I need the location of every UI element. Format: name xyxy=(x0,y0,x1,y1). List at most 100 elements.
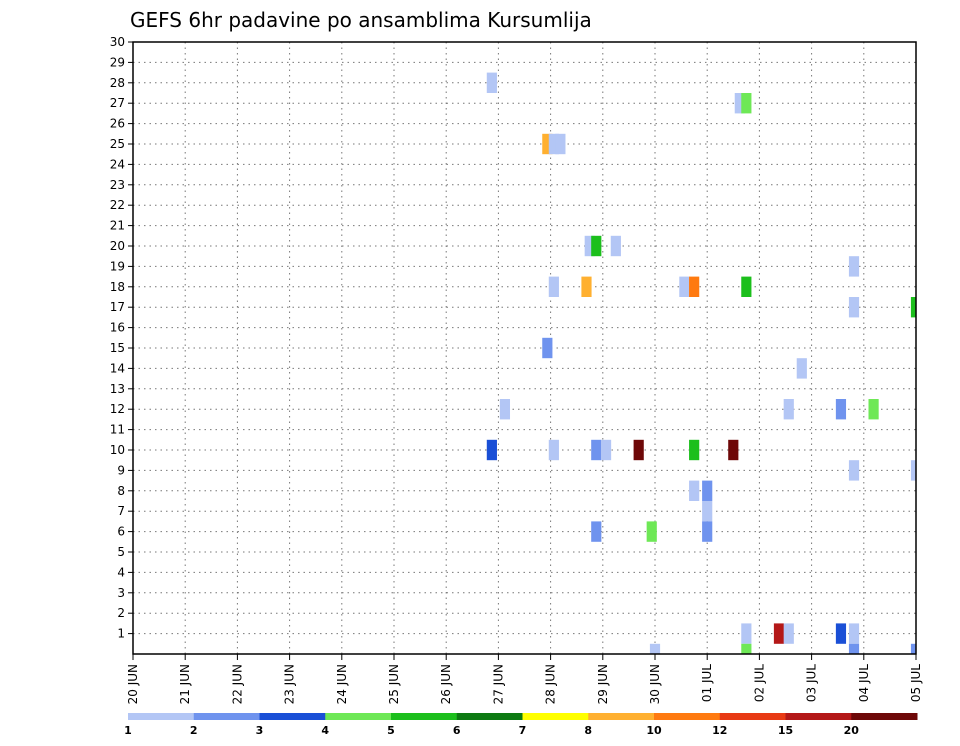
precip-cell xyxy=(702,501,713,522)
legend-label: 4 xyxy=(321,724,329,737)
y-tick-label: 25 xyxy=(110,137,125,151)
legend-label: 20 xyxy=(844,724,860,737)
precip-cell xyxy=(689,276,700,297)
x-tick-label: 24 JUN xyxy=(335,664,349,704)
color-legend: 1 2 3 4 5 6 7 8 10 12 15 20 xyxy=(124,713,918,737)
precip-cell xyxy=(868,399,879,420)
precip-cell xyxy=(910,460,916,481)
legend-label: 6 xyxy=(453,724,461,737)
precip-cell xyxy=(835,399,847,420)
precip-cell xyxy=(679,276,690,297)
y-tick-label: 14 xyxy=(110,361,125,375)
precip-cell xyxy=(548,276,559,297)
legend-label: 5 xyxy=(387,724,395,737)
x-tick-label: 04 JUL xyxy=(857,664,871,702)
precip-cell xyxy=(741,643,752,654)
x-tick-label: 29 JUN xyxy=(596,664,610,704)
y-tick-label: 1 xyxy=(117,627,125,641)
precip-cell xyxy=(600,439,612,461)
x-tick-label: 23 JUN xyxy=(283,664,297,704)
y-tick-label: 2 xyxy=(117,606,125,620)
precip-cell xyxy=(499,399,511,420)
legend-swatch xyxy=(193,713,260,720)
precip-cell xyxy=(910,643,916,654)
x-tick-label: 21 JUN xyxy=(178,664,192,704)
chart-title: GEFS 6hr padavine po ansamblima Kursumli… xyxy=(130,8,592,32)
y-tick-label: 11 xyxy=(110,423,125,437)
y-axis: 1234567891011121314151617181920212223242… xyxy=(110,35,133,641)
grid-lines xyxy=(133,41,917,654)
y-tick-label: 17 xyxy=(110,300,125,314)
legend-swatch xyxy=(785,713,852,720)
precip-cell xyxy=(848,297,860,318)
precip-cell xyxy=(649,643,661,654)
y-tick-label: 30 xyxy=(110,35,125,49)
y-tick-label: 20 xyxy=(110,239,125,253)
y-tick-label: 15 xyxy=(110,341,125,355)
y-tick-label: 26 xyxy=(110,117,125,131)
precip-cell xyxy=(702,480,713,501)
legend-label: 1 xyxy=(124,724,132,737)
legend-swatch xyxy=(719,713,786,720)
precip-cell xyxy=(689,480,700,501)
precip-cell xyxy=(591,521,602,542)
x-tick-label: 05 JUL xyxy=(909,664,923,702)
y-tick-label: 13 xyxy=(110,382,125,396)
y-tick-label: 4 xyxy=(117,565,125,579)
legend-swatch xyxy=(391,713,458,720)
x-tick-label: 25 JUN xyxy=(387,664,401,704)
x-tick-label: 27 JUN xyxy=(491,664,505,704)
x-tick-label: 03 JUL xyxy=(805,664,819,702)
precip-cell xyxy=(848,256,860,277)
precip-cell xyxy=(848,623,860,644)
y-tick-label: 29 xyxy=(110,55,125,69)
legend-swatch xyxy=(259,713,326,720)
x-tick-label: 22 JUN xyxy=(230,664,244,704)
legend-swatch xyxy=(654,713,721,720)
precip-cell xyxy=(728,439,739,461)
precip-cell xyxy=(542,133,553,155)
legend-swatch xyxy=(588,713,655,720)
precip-cell xyxy=(591,235,602,257)
legend-label: 12 xyxy=(712,724,727,737)
precip-cell xyxy=(548,439,559,461)
x-tick-label: 28 JUN xyxy=(544,664,558,704)
y-tick-label: 28 xyxy=(110,76,125,90)
y-tick-label: 3 xyxy=(117,586,125,600)
y-tick-label: 8 xyxy=(117,484,125,498)
x-tick-label: 01 JUL xyxy=(700,664,714,702)
precip-cell xyxy=(646,521,657,542)
y-tick-label: 10 xyxy=(110,443,125,457)
legend-label: 8 xyxy=(584,724,592,737)
x-axis: 20 JUN 21 JUN 22 JUN 23 JUN 24 JUN 25 JUN 26 J… xyxy=(126,654,923,704)
precip-cell xyxy=(486,439,497,461)
legend-swatch xyxy=(522,713,589,720)
y-tick-label: 24 xyxy=(110,157,125,171)
precip-cell xyxy=(910,297,916,318)
legend-label: 7 xyxy=(519,724,527,737)
precip-cell xyxy=(633,439,644,461)
y-tick-label: 23 xyxy=(110,178,125,192)
legend-label: 15 xyxy=(778,724,793,737)
legend-swatch xyxy=(325,713,392,720)
precip-cell xyxy=(689,439,700,461)
precip-cell xyxy=(783,399,794,420)
y-tick-label: 16 xyxy=(110,321,125,335)
x-tick-label: 30 JUN xyxy=(648,664,662,704)
precip-cell xyxy=(848,643,860,654)
x-tick-label: 02 JUL xyxy=(752,664,766,702)
y-tick-label: 5 xyxy=(117,545,125,559)
y-tick-label: 12 xyxy=(110,402,125,416)
precip-cell xyxy=(741,623,752,644)
y-tick-label: 7 xyxy=(117,504,125,518)
precip-cell xyxy=(610,235,621,257)
legend-swatch xyxy=(851,713,918,720)
precip-cell xyxy=(548,133,559,155)
precip-cell xyxy=(741,93,752,114)
precip-cell xyxy=(741,276,752,297)
legend-label: 3 xyxy=(256,724,264,737)
x-tick-label: 26 JUN xyxy=(439,664,453,704)
precip-cell xyxy=(542,337,553,359)
legend-swatch xyxy=(128,713,195,720)
